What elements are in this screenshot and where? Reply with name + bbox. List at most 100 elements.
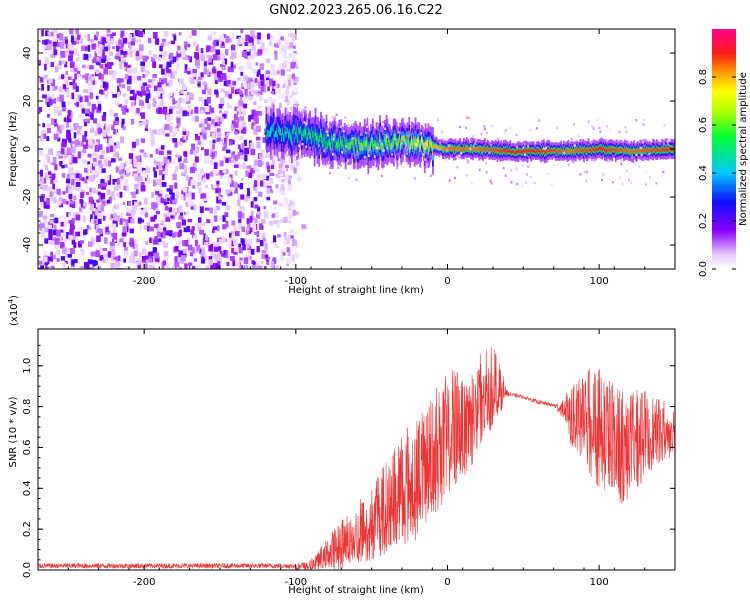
- heatmap-cell: [50, 178, 54, 185]
- heatmap-cell: [95, 61, 100, 65]
- heatmap-cell: [189, 149, 194, 155]
- heatmap-cell: [434, 144, 437, 148]
- heatmap-cell: [184, 69, 188, 73]
- heatmap-cell: [297, 103, 299, 107]
- heatmap-cell: [529, 175, 532, 178]
- heatmap-cell: [84, 131, 88, 137]
- heatmap-cell: [252, 264, 257, 269]
- heatmap-cell: [191, 226, 195, 231]
- heatmap-cell: [68, 166, 74, 173]
- heatmap-cell: [272, 267, 277, 269]
- heatmap-cell: [256, 141, 261, 149]
- heatmap-cell: [89, 39, 94, 43]
- heatmap-cell: [238, 124, 242, 131]
- heatmap-cell: [285, 164, 289, 168]
- heatmap-cell: [148, 257, 152, 263]
- heatmap-cell: [142, 259, 148, 264]
- heatmap-cell: [89, 65, 94, 70]
- heatmap-cell: [297, 135, 300, 144]
- heatmap-cell: [231, 68, 234, 73]
- heatmap-cell: [289, 32, 293, 37]
- heatmap-cell: [41, 29, 44, 37]
- heatmap-cell: [199, 169, 205, 176]
- heatmap-cell: [73, 241, 77, 248]
- heatmap-cell: [83, 229, 87, 236]
- heatmap-cell: [160, 220, 165, 224]
- heatmap-cell: [178, 250, 183, 258]
- heatmap-cell: [522, 146, 525, 149]
- heatmap-cell: [235, 231, 240, 237]
- heatmap-cell: [129, 43, 133, 51]
- heatmap-cell: [100, 192, 105, 200]
- heatmap-cell: [393, 133, 396, 141]
- heatmap-cell: [142, 248, 147, 255]
- heatmap-cell: [181, 107, 185, 112]
- heatmap-cell: [93, 81, 97, 85]
- heatmap-cell: [479, 147, 482, 152]
- heatmap-cell: [270, 240, 274, 245]
- heatmap-cell: [227, 66, 233, 73]
- heatmap-cell: [212, 226, 218, 230]
- heatmap-cell: [38, 223, 44, 228]
- heatmap-cell: [158, 172, 162, 179]
- heatmap-cell: [278, 202, 283, 207]
- heatmap-cell: [454, 176, 457, 180]
- heatmap-cell: [279, 48, 282, 55]
- heatmap-cell: [107, 62, 112, 69]
- heatmap-cell: [459, 125, 462, 129]
- heatmap-cell: [266, 196, 271, 201]
- heatmap-cell: [263, 254, 269, 258]
- heatmap-cell: [367, 154, 370, 157]
- heatmap-cell: [302, 109, 305, 112]
- heatmap-cell: [216, 134, 222, 141]
- heatmap-cell: [70, 223, 75, 230]
- heatmap-cell: [352, 137, 355, 140]
- heatmap-cell: [212, 150, 217, 155]
- heatmap-cell: [205, 184, 209, 189]
- heatmap-cell: [238, 100, 244, 108]
- heatmap-cell: [237, 77, 241, 81]
- heatmap-cell: [126, 208, 131, 213]
- heatmap-cell: [238, 223, 242, 230]
- heatmap-cell: [257, 49, 263, 55]
- heatmap-cell: [293, 88, 298, 93]
- heatmap-cell: [259, 63, 264, 71]
- heatmap-cell: [39, 176, 43, 181]
- heatmap-cell: [130, 252, 136, 258]
- heatmap-cell: [245, 254, 250, 260]
- heatmap-cell: [419, 144, 422, 152]
- heatmap-cell: [58, 61, 62, 66]
- heatmap-cell: [287, 206, 291, 210]
- heatmap-cell: [253, 128, 258, 135]
- heatmap-cell: [70, 67, 74, 73]
- heatmap-cell: [152, 167, 156, 172]
- heatmap-cell: [317, 144, 320, 147]
- heatmap-cell: [113, 129, 116, 135]
- heatmap-cell: [146, 87, 149, 92]
- heatmap-cell: [129, 89, 135, 94]
- heatmap-cell: [250, 142, 254, 149]
- heatmap-cell: [140, 65, 145, 73]
- heatmap-cell: [42, 132, 47, 139]
- heatmap-cell: [73, 235, 76, 240]
- heatmap-cell: [175, 191, 179, 195]
- heatmap-cell: [84, 95, 89, 102]
- heatmap-cell: [56, 250, 60, 255]
- heatmap-cell: [290, 62, 295, 69]
- heatmap-cell: [52, 196, 57, 204]
- heatmap-cell: [95, 144, 99, 151]
- heatmap-cell: [261, 232, 265, 238]
- heatmap-cell: [263, 206, 267, 210]
- heatmap-cell: [348, 176, 350, 180]
- heatmap-cell: [233, 113, 238, 121]
- heatmap-cell: [525, 149, 528, 154]
- heatmap-cell: [239, 257, 243, 261]
- heatmap-cell: [413, 142, 416, 151]
- colorbar-tick-label: 0.0: [698, 261, 709, 277]
- heatmap-cell: [662, 171, 665, 174]
- heatmap-cell: [61, 101, 66, 107]
- heatmap-cell: [239, 155, 245, 159]
- heatmap-cell: [66, 183, 70, 188]
- heatmap-cell: [199, 123, 204, 128]
- heatmap-cell: [234, 131, 238, 135]
